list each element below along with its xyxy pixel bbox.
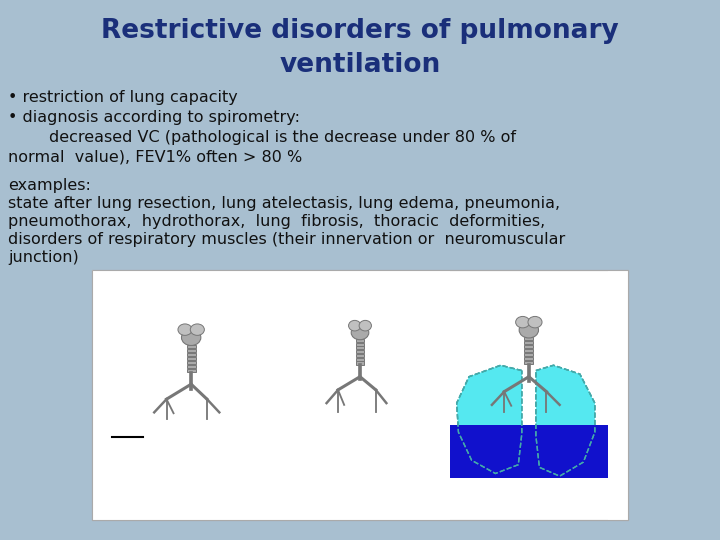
Bar [186, 361, 196, 364]
Ellipse shape [348, 320, 361, 331]
Bar [524, 345, 534, 348]
Polygon shape [297, 365, 353, 467]
Text: state after lung resection, lung atelectasis, lung edema, pneumonia,: state after lung resection, lung atelect… [8, 196, 560, 211]
Bar [524, 361, 534, 365]
Text: ventilation: ventilation [279, 52, 441, 78]
Polygon shape [456, 365, 522, 474]
Ellipse shape [516, 316, 530, 328]
Bar [186, 353, 196, 356]
Ellipse shape [178, 324, 192, 335]
Bar [524, 337, 534, 340]
Text: pneumothorax,  hydrothorax,  lung  fibrosis,  thoracic  deformities,: pneumothorax, hydrothorax, lung fibrosis… [8, 214, 545, 229]
Ellipse shape [519, 322, 539, 338]
Bar [524, 349, 534, 353]
Text: examples:: examples: [8, 178, 91, 193]
Text: • restriction of lung capacity: • restriction of lung capacity [8, 90, 238, 105]
Bar [449, 478, 608, 498]
Bar [449, 425, 528, 496]
Bar [356, 354, 364, 357]
Bar [92, 270, 628, 520]
Bar [528, 425, 608, 496]
Bar [356, 339, 364, 342]
Text: decreased VC (pathological is the decrease under 80 % of: decreased VC (pathological is the decrea… [8, 130, 516, 145]
Text: normal  value), FEV1% often > 80 %: normal value), FEV1% often > 80 % [8, 150, 302, 165]
Polygon shape [536, 365, 595, 476]
Bar [356, 357, 364, 361]
Bar [186, 345, 196, 348]
Bar [186, 369, 196, 372]
Ellipse shape [359, 320, 372, 331]
Bar [186, 349, 196, 352]
Bar [524, 357, 534, 360]
Bar [524, 353, 534, 356]
Bar [92, 270, 449, 520]
Polygon shape [198, 369, 264, 484]
Ellipse shape [528, 316, 542, 328]
Text: Restrictive disorders of pulmonary: Restrictive disorders of pulmonary [101, 18, 619, 44]
Text: • diagnosis according to spirometry:: • diagnosis according to spirometry: [8, 110, 300, 125]
Ellipse shape [351, 326, 369, 340]
Bar [608, 270, 628, 520]
Bar [92, 270, 628, 520]
Bar [356, 346, 364, 349]
Text: junction): junction) [8, 250, 78, 265]
Bar [356, 350, 364, 353]
Bar [524, 341, 534, 345]
Polygon shape [367, 365, 420, 471]
Text: disorders of respiratory muscles (their innervation or  neuromuscular: disorders of respiratory muscles (their … [8, 232, 565, 247]
Ellipse shape [190, 324, 204, 335]
Polygon shape [114, 371, 184, 446]
Ellipse shape [181, 329, 201, 346]
Bar [356, 361, 364, 365]
Bar [186, 364, 196, 368]
Bar [356, 343, 364, 346]
Bar [186, 356, 196, 360]
